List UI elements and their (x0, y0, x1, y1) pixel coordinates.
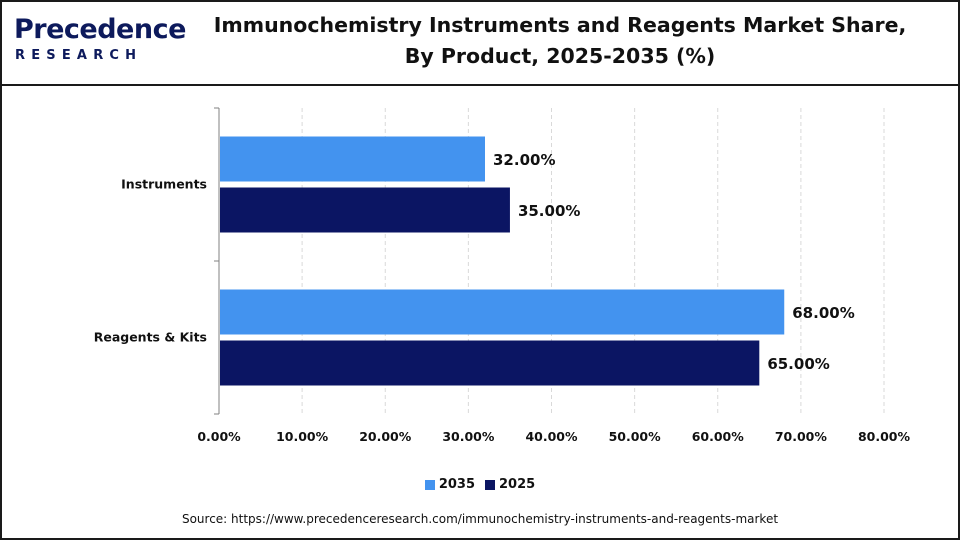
bar-2035 (220, 136, 485, 182)
chart-title-line-2: By Product, 2025-2035 (%) (404, 44, 716, 68)
x-tick-label: 0.00% (197, 429, 241, 444)
x-tick-label: 20.00% (359, 429, 412, 444)
bar-2025 (220, 187, 510, 233)
legend: 2035 2025 (0, 477, 960, 492)
bar-2025 (220, 340, 760, 386)
x-tick-label: 50.00% (609, 429, 662, 444)
x-tick-label: 40.00% (525, 429, 578, 444)
x-tick-label: 80.00% (858, 429, 911, 444)
x-tick-label: 10.00% (276, 429, 329, 444)
brand-name: Precedence (14, 14, 186, 45)
chart-title-line-1: Immunochemistry Instruments and Reagents… (213, 13, 907, 37)
header: Precedence RESEARCH Immunochemistry Inst… (0, 0, 960, 86)
brand-subname: RESEARCH (15, 48, 143, 63)
legend-label-2025: 2025 (499, 477, 536, 492)
legend-label-2035: 2035 (438, 477, 475, 492)
data-label: 65.00% (767, 355, 829, 373)
data-label: 68.00% (792, 304, 854, 322)
bar-2035 (220, 289, 785, 335)
brand-logo: Precedence RESEARCH (14, 14, 186, 70)
x-tick-label: 60.00% (692, 429, 745, 444)
category-label: Instruments (121, 177, 207, 192)
x-tick-label: 30.00% (442, 429, 495, 444)
x-tick-label: 70.00% (775, 429, 828, 444)
data-label: 35.00% (518, 202, 580, 220)
category-label: Reagents & Kits (94, 330, 207, 345)
legend-item-2025: 2025 (485, 477, 535, 492)
chart-title: Immunochemistry Instruments and Reagents… (175, 10, 945, 72)
source-note: Source: https://www.precedenceresearch.c… (181, 512, 779, 526)
legend-item-2035: 2035 (424, 477, 475, 492)
legend-swatch-2035 (424, 479, 435, 490)
legend-swatch-2025 (485, 479, 495, 490)
data-label: 32.00% (493, 151, 555, 169)
